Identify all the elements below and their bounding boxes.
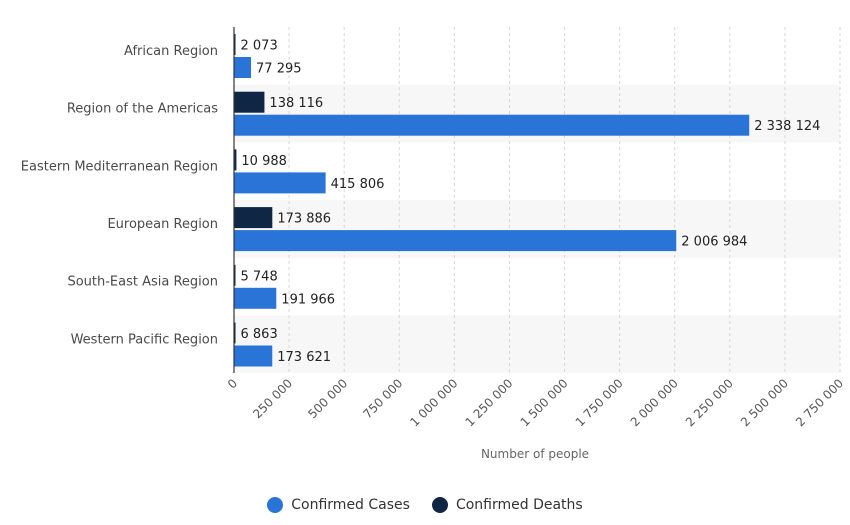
- x-tick-label-11: 2 750 000: [793, 376, 846, 429]
- bar-cases-european-region: [234, 230, 677, 252]
- value-label-cases-south-east-asia-region: 191 966: [281, 292, 335, 307]
- category-label-african-region: African Region: [124, 44, 218, 59]
- x-tick-label-1: 250 000: [250, 376, 295, 421]
- value-label-cases-western-pacific-region: 173 621: [277, 350, 331, 365]
- value-label-deaths-african-region: 2 073: [241, 39, 278, 54]
- bar-deaths-south-east-asia-region: [234, 264, 236, 286]
- legend-marker-confirmed-cases: [267, 497, 284, 513]
- x-tick-label-10: 2 500 000: [738, 376, 791, 429]
- row-bands: [234, 84, 840, 374]
- x-tick-label-4: 1 000 000: [407, 376, 460, 429]
- x-tick-label-0: 0: [225, 376, 240, 391]
- bar-deaths-european-region: [234, 207, 273, 229]
- x-axis-title: Number of people: [481, 447, 589, 461]
- legend-label-confirmed-cases: Confirmed Cases: [291, 497, 410, 513]
- bar-deaths-region-of-the-americas: [234, 91, 265, 113]
- bar-cases-african-region: [234, 57, 252, 78]
- bar-deaths-eastern-mediterranean-region: [234, 149, 237, 171]
- grid-lines: [288, 27, 841, 373]
- bar-deaths-western-pacific-region: [234, 322, 236, 344]
- x-tick-label-2: 500 000: [305, 376, 350, 421]
- x-tick-label-8: 2 000 000: [628, 376, 681, 429]
- category-label-western-pacific-region: Western Pacific Region: [71, 332, 218, 347]
- category-label-european-region: European Region: [107, 217, 218, 232]
- bar-cases-eastern-mediterranean-region: [234, 172, 326, 194]
- x-tick-label-7: 1 750 000: [573, 376, 626, 429]
- value-label-deaths-western-pacific-region: 6 863: [241, 327, 278, 342]
- value-labels: 2 073 77 295 138 116 2 338 124 10 988 415 806…: [241, 39, 821, 366]
- legend: Confirmed Cases Confirmed Deaths: [0, 492, 850, 518]
- row-band-western-pacific-region: [234, 315, 840, 374]
- x-tick-label-5: 1 250 000: [462, 376, 515, 429]
- x-tick-label-9: 2 250 000: [683, 376, 736, 429]
- value-label-deaths-european-region: 173 886: [277, 212, 331, 227]
- x-tick-labels: 0 250 000 500 000 750 000 1 000 000 1 250 000…: [225, 376, 846, 429]
- bar-cases-south-east-asia-region: [234, 287, 277, 309]
- value-label-deaths-eastern-mediterranean-region: 10 988: [241, 154, 287, 169]
- x-tick-label-3: 750 000: [360, 376, 405, 421]
- bar-deaths-african-region: [234, 34, 236, 55]
- value-label-deaths-region-of-the-americas: 138 116: [269, 96, 323, 111]
- category-label-south-east-asia-region: South-East Asia Region: [67, 275, 218, 290]
- legend-label-confirmed-deaths: Confirmed Deaths: [455, 497, 583, 513]
- value-label-cases-region-of-the-americas: 2 338 124: [754, 119, 820, 134]
- category-label-region-of-the-americas: Region of the Americas: [67, 102, 218, 117]
- value-label-cases-european-region: 2 006 984: [681, 235, 747, 250]
- legend-item-confirmed-cases[interactable]: Confirmed Cases: [267, 497, 410, 513]
- value-label-cases-african-region: 77 295: [256, 62, 302, 77]
- value-label-deaths-south-east-asia-region: 5 748: [241, 269, 278, 284]
- x-tick-label-6: 1 500 000: [518, 376, 571, 429]
- legend-marker-confirmed-deaths: [431, 497, 448, 513]
- category-labels: African Region Region of the Americas East…: [21, 44, 218, 348]
- bar-cases-western-pacific-region: [234, 345, 273, 367]
- bars: [234, 34, 750, 367]
- bar-cases-region-of-the-americas: [234, 114, 750, 136]
- value-label-cases-eastern-mediterranean-region: 415 806: [331, 177, 385, 192]
- category-label-eastern-mediterranean-region: Eastern Mediterranean Region: [21, 159, 218, 174]
- legend-item-confirmed-deaths[interactable]: Confirmed Deaths: [431, 497, 583, 513]
